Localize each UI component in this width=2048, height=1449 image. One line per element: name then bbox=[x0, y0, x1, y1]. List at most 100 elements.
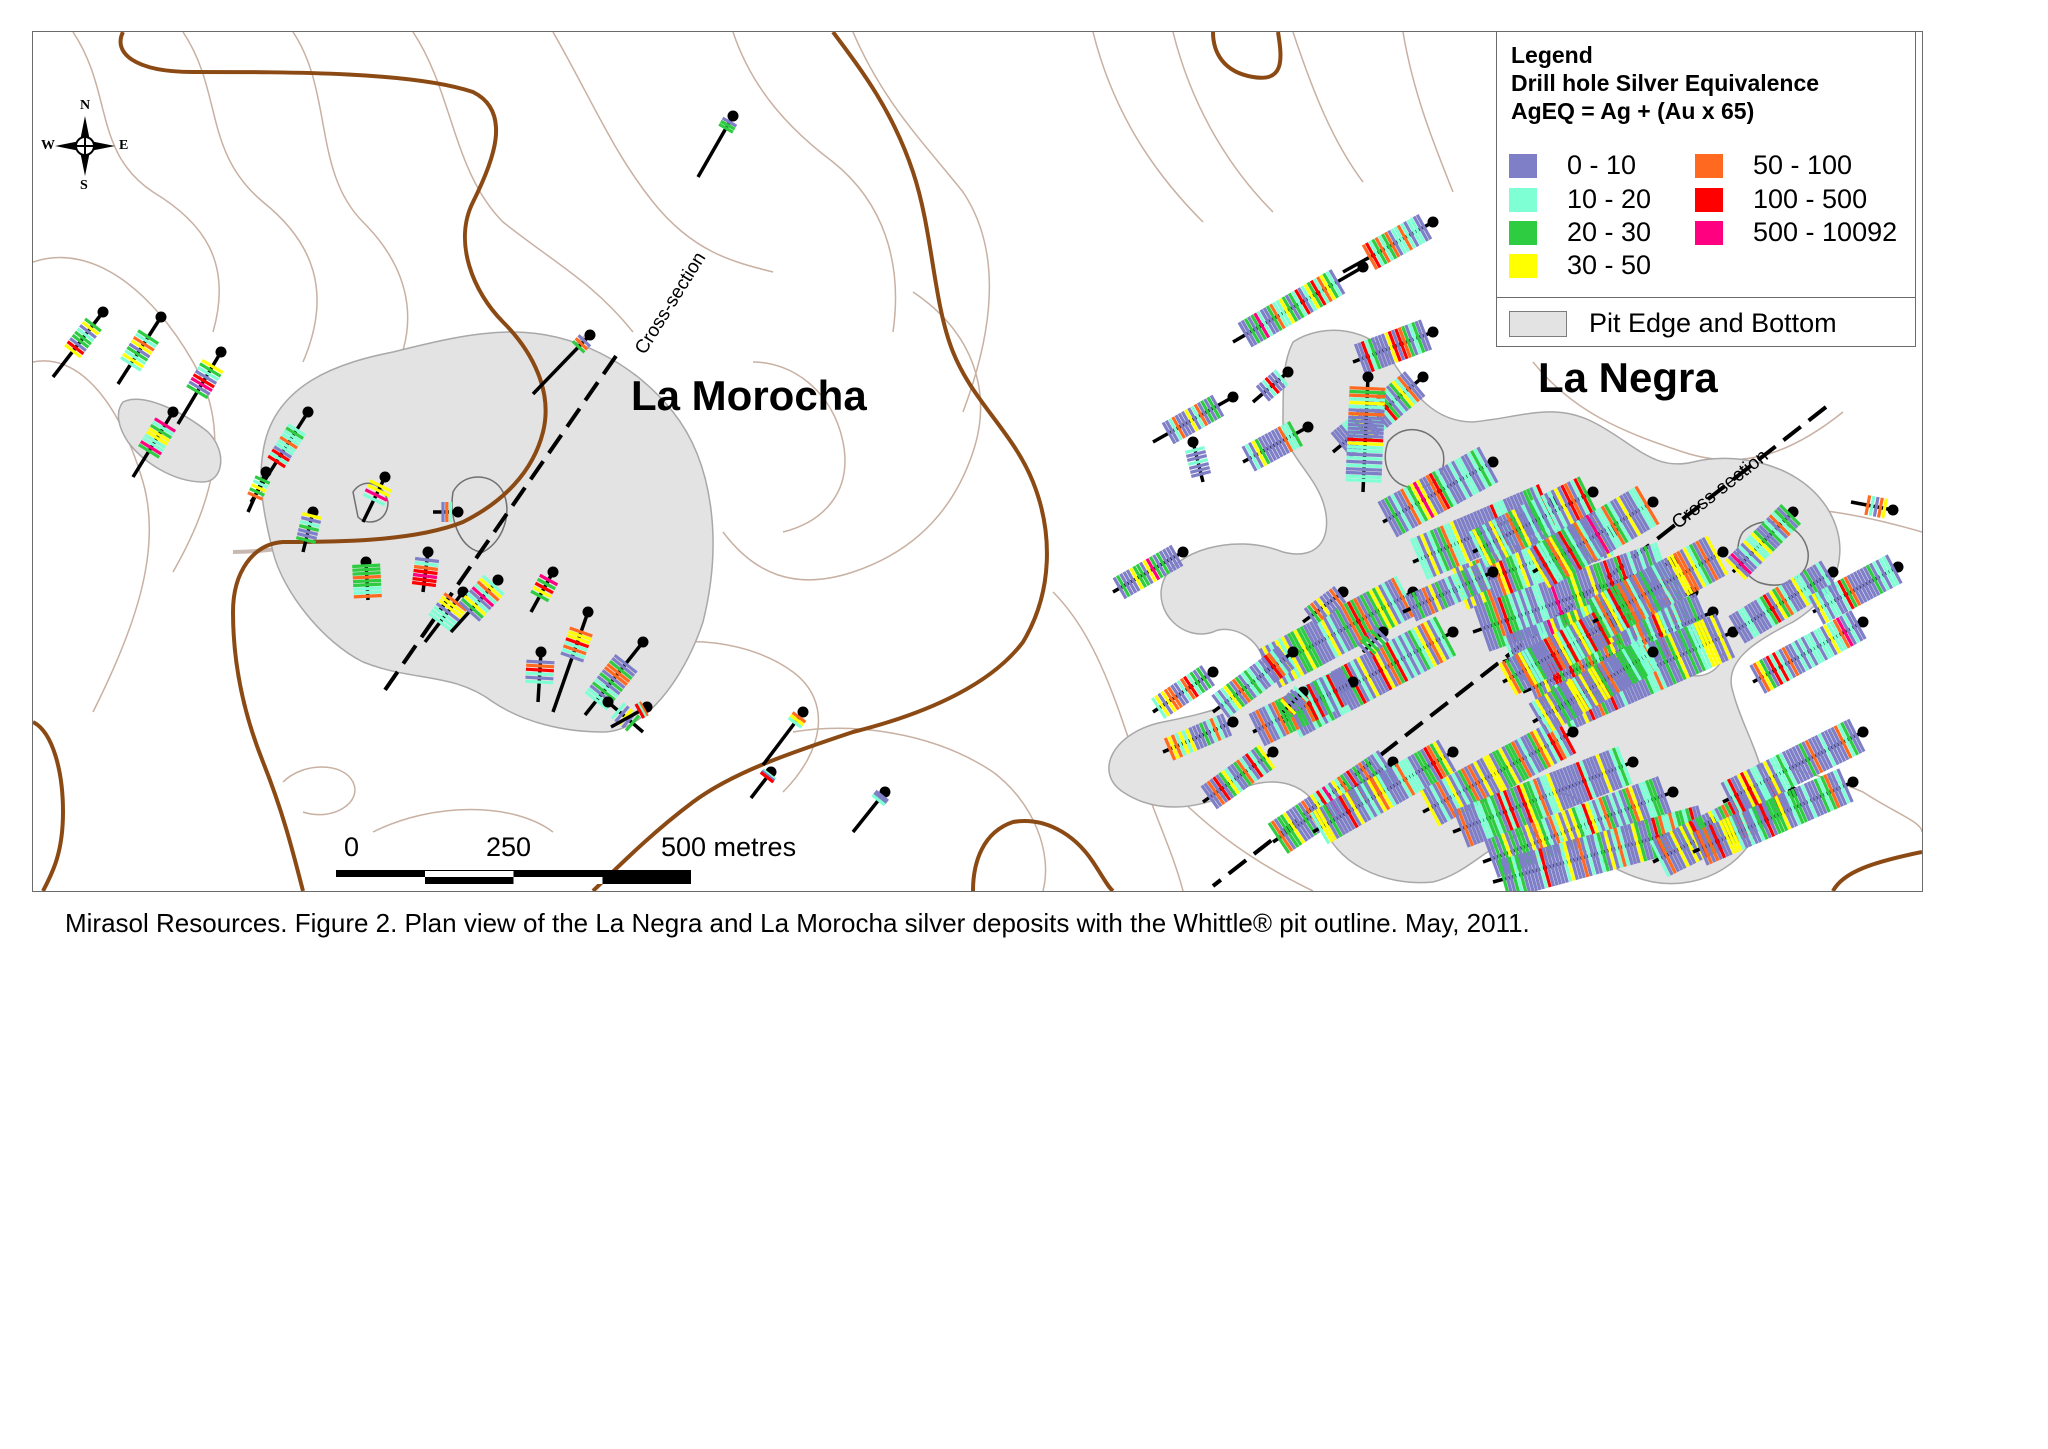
drill-interval bbox=[1589, 834, 1603, 874]
drill-interval bbox=[1810, 631, 1829, 661]
drill-interval bbox=[1864, 495, 1872, 516]
drill-interval bbox=[1353, 658, 1377, 699]
drill-interval bbox=[1737, 545, 1760, 568]
drill-interval bbox=[1262, 307, 1280, 333]
drill-interval bbox=[1348, 397, 1386, 402]
drill-interval bbox=[1616, 583, 1640, 624]
drill-interval bbox=[1816, 776, 1835, 812]
drill-interval bbox=[1297, 802, 1321, 834]
drill-interval bbox=[1466, 804, 1484, 843]
drill-interval bbox=[1711, 822, 1730, 858]
drill-interval bbox=[1749, 664, 1768, 694]
drill-interval bbox=[1662, 833, 1684, 871]
drill-interval bbox=[1331, 799, 1353, 832]
drill-interval bbox=[1535, 543, 1561, 583]
drill-interval bbox=[1660, 559, 1685, 600]
drill-interval bbox=[1819, 775, 1838, 810]
drill-interval bbox=[1403, 221, 1420, 248]
drill-interval bbox=[1319, 677, 1339, 711]
drill-interval bbox=[1640, 820, 1655, 860]
drill-interval bbox=[1701, 537, 1726, 578]
drill-interval bbox=[1383, 497, 1406, 534]
drill-interval bbox=[1603, 503, 1629, 544]
drill-interval bbox=[1384, 641, 1409, 683]
legend-pit-item: Pit Edge and Bottom bbox=[1509, 308, 1837, 339]
legend-class-20-30: 20 - 30 bbox=[1509, 217, 1651, 248]
drill-interval bbox=[1224, 767, 1244, 793]
drill-interval bbox=[1419, 748, 1441, 782]
drill-interval bbox=[1366, 779, 1387, 812]
drill-interval bbox=[721, 116, 738, 128]
drill-interval bbox=[1569, 764, 1587, 803]
drill-interval bbox=[1391, 764, 1413, 798]
drill-interval bbox=[1410, 628, 1434, 669]
drill-interval bbox=[1429, 617, 1454, 659]
drill-hole-collar bbox=[492, 574, 504, 586]
drill-interval bbox=[1504, 512, 1526, 550]
drill-interval bbox=[1309, 682, 1329, 716]
drill-interval bbox=[1548, 536, 1574, 576]
drill-interval bbox=[1365, 590, 1390, 632]
drill-interval bbox=[1261, 706, 1281, 740]
legend-swatch bbox=[1509, 153, 1537, 178]
drill-interval bbox=[1752, 765, 1772, 800]
drill-interval bbox=[604, 666, 628, 687]
drill-interval bbox=[1122, 571, 1138, 594]
drill-interval bbox=[561, 647, 586, 659]
drill-interval bbox=[1783, 791, 1802, 826]
drill-interval bbox=[565, 637, 590, 649]
drill-interval bbox=[1479, 757, 1502, 795]
drill-interval bbox=[190, 376, 213, 392]
drill-interval bbox=[1209, 394, 1225, 418]
drill-interval bbox=[1189, 671, 1206, 694]
drill-interval bbox=[1312, 619, 1336, 660]
drill-interval bbox=[1291, 806, 1315, 838]
drill-interval bbox=[1562, 682, 1584, 716]
drill-interval bbox=[1571, 622, 1593, 656]
drill-interval bbox=[1572, 838, 1586, 879]
drill-interval bbox=[1263, 654, 1284, 679]
drill-interval bbox=[1148, 556, 1164, 579]
drill-interval bbox=[1219, 713, 1233, 737]
drill-interval bbox=[145, 430, 169, 446]
drill-interval bbox=[1267, 822, 1291, 854]
legend-swatch bbox=[1509, 253, 1537, 278]
drill-interval bbox=[1349, 660, 1374, 701]
drill-hole-collar bbox=[1177, 546, 1189, 558]
compass-rose: N S W E bbox=[37, 98, 133, 194]
drill-interval bbox=[1399, 222, 1417, 249]
drill-interval bbox=[1259, 308, 1277, 335]
drill-interval bbox=[1794, 639, 1813, 670]
drill-interval bbox=[1764, 799, 1782, 835]
drill-interval bbox=[1165, 546, 1181, 570]
drill-interval bbox=[1750, 601, 1770, 631]
drill-interval bbox=[1475, 527, 1496, 565]
drill-interval bbox=[250, 483, 267, 493]
drill-interval bbox=[1254, 661, 1275, 686]
drill-interval bbox=[1265, 305, 1283, 332]
drill-interval bbox=[1397, 327, 1412, 359]
drill-hole-collar bbox=[547, 566, 559, 578]
drill-interval bbox=[1555, 631, 1577, 665]
drill-interval bbox=[1192, 669, 1209, 692]
drill-hole-collar bbox=[1667, 786, 1679, 798]
drill-interval bbox=[1476, 759, 1498, 797]
scale-label-500: 500 metres bbox=[661, 832, 797, 862]
drill-interval bbox=[1436, 526, 1457, 569]
drill-hole-collar bbox=[260, 466, 272, 478]
drill-interval bbox=[1648, 778, 1666, 818]
drill-interval bbox=[295, 536, 317, 544]
drill-interval bbox=[1657, 637, 1681, 684]
drill-interval bbox=[1466, 764, 1489, 802]
drill-interval bbox=[1347, 430, 1384, 435]
drill-interval bbox=[1334, 797, 1356, 830]
legend-swatch bbox=[1695, 220, 1723, 245]
drill-interval bbox=[1593, 664, 1615, 698]
drill-interval bbox=[1328, 588, 1344, 607]
drill-interval bbox=[636, 702, 647, 718]
drill-interval bbox=[366, 483, 390, 498]
drill-interval bbox=[1209, 778, 1229, 804]
drill-interval bbox=[1246, 667, 1266, 692]
drill-interval bbox=[1338, 795, 1359, 829]
drill-hole-collar bbox=[797, 706, 809, 718]
